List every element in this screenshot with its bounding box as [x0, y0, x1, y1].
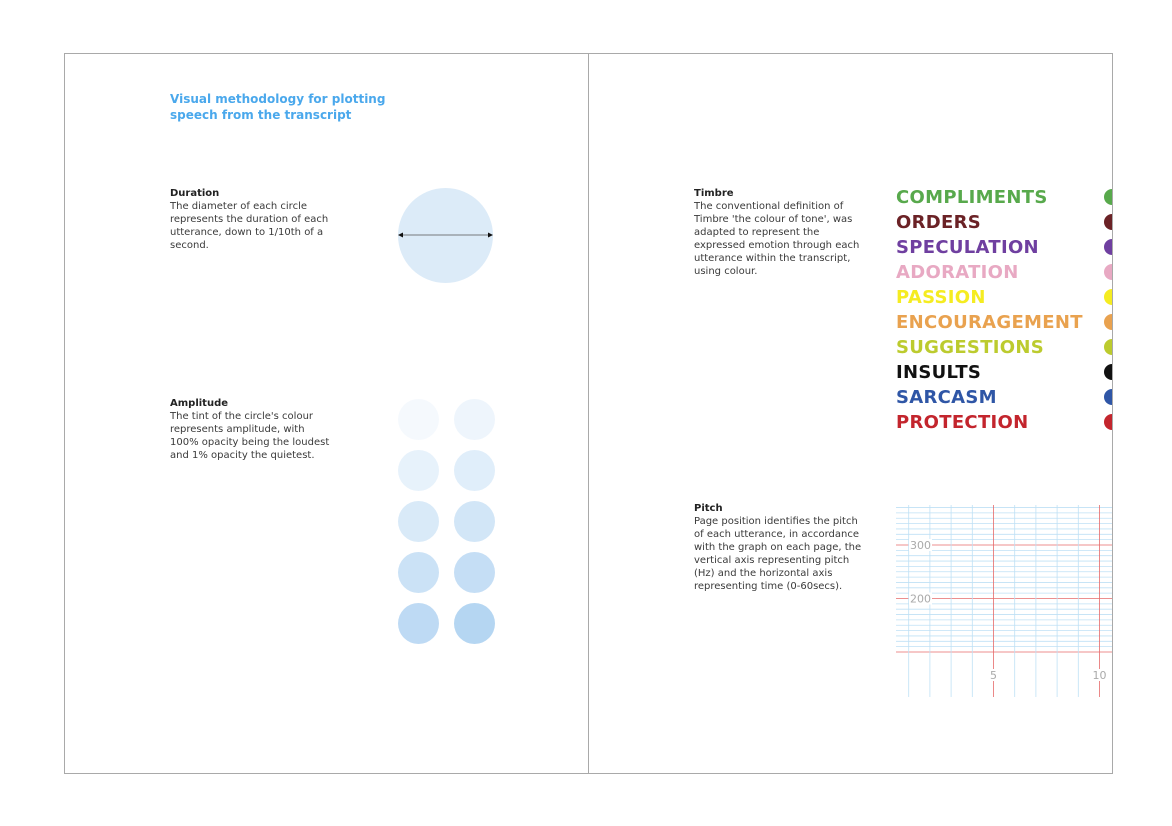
amplitude-circle — [454, 399, 495, 440]
amplitude-section: Amplitude The tint of the circle's colou… — [170, 397, 335, 462]
left-page: Visual methodology for plotting speech f… — [64, 53, 589, 774]
timbre-color-dot — [1104, 314, 1112, 330]
timbre-section: Timbre The conventional definition of Ti… — [694, 187, 864, 278]
timbre-category-label: SUGGESTIONS — [896, 337, 1044, 358]
tick-label-background — [1091, 669, 1108, 681]
timbre-category-label: ORDERS — [896, 212, 982, 233]
timbre-color-dot — [1104, 389, 1112, 405]
duration-body: The diameter of each circle represents t… — [170, 201, 329, 251]
time-tick-label: 5 — [990, 669, 997, 682]
page-title: Visual methodology for plotting speech f… — [170, 92, 386, 122]
amplitude-circle — [454, 603, 495, 644]
timbre-color-dot — [1104, 289, 1112, 305]
pitch-heading: Pitch — [694, 503, 723, 514]
timbre-category-label: INSULTS — [896, 362, 982, 383]
amplitude-circle — [398, 501, 439, 542]
amplitude-body: The tint of the circle's colour represen… — [170, 411, 330, 461]
right-page: Timbre The conventional definition of Ti… — [588, 53, 1113, 774]
timbre-body: The conventional definition of Timbre 't… — [694, 201, 860, 277]
pitch-grid-graph: 300 200 5 10 — [896, 505, 1112, 697]
timbre-color-dot — [1104, 189, 1112, 205]
tick-label-background — [909, 539, 932, 551]
amplitude-circle — [454, 501, 495, 542]
timbre-color-dot — [1104, 239, 1112, 255]
amplitude-heading: Amplitude — [170, 398, 229, 409]
duration-heading: Duration — [170, 188, 220, 199]
pitch-tick-label: 200 — [910, 593, 931, 606]
timbre-color-dot — [1104, 214, 1112, 230]
timbre-color-dot — [1104, 364, 1112, 380]
time-tick-label: 10 — [1093, 669, 1107, 682]
tick-label-background — [989, 669, 998, 681]
amplitude-circle — [398, 552, 439, 593]
amplitude-circle — [398, 450, 439, 491]
timbre-category-label: ADORATION — [896, 262, 1019, 283]
timbre-category-label: COMPLIMENTS — [896, 187, 1048, 208]
timbre-color-dot — [1104, 414, 1112, 430]
amplitude-circle — [398, 399, 439, 440]
amplitude-circle — [398, 603, 439, 644]
pitch-body: Page position identifies the pitch of ea… — [694, 516, 862, 592]
timbre-category-label: SPECULATION — [896, 237, 1039, 258]
duration-example-circle — [398, 188, 493, 283]
timbre-color-dot — [1104, 339, 1112, 355]
timbre-category-label: SARCASM — [896, 387, 997, 408]
timbre-category-label: ENCOURAGEMENT — [896, 312, 1083, 333]
amplitude-circle — [454, 552, 495, 593]
timbre-category-label: PASSION — [896, 287, 986, 308]
diameter-arrow-icon — [398, 232, 493, 238]
timbre-color-dot — [1104, 264, 1112, 280]
duration-section: Duration The diameter of each circle rep… — [170, 187, 335, 252]
timbre-heading: Timbre — [694, 188, 734, 199]
pitch-section: Pitch Page position identifies the pitch… — [694, 502, 864, 593]
pitch-tick-label: 300 — [910, 539, 931, 552]
timbre-category-label: PROTECTION — [896, 412, 1029, 433]
amplitude-circle — [454, 450, 495, 491]
tick-label-background — [909, 592, 932, 605]
